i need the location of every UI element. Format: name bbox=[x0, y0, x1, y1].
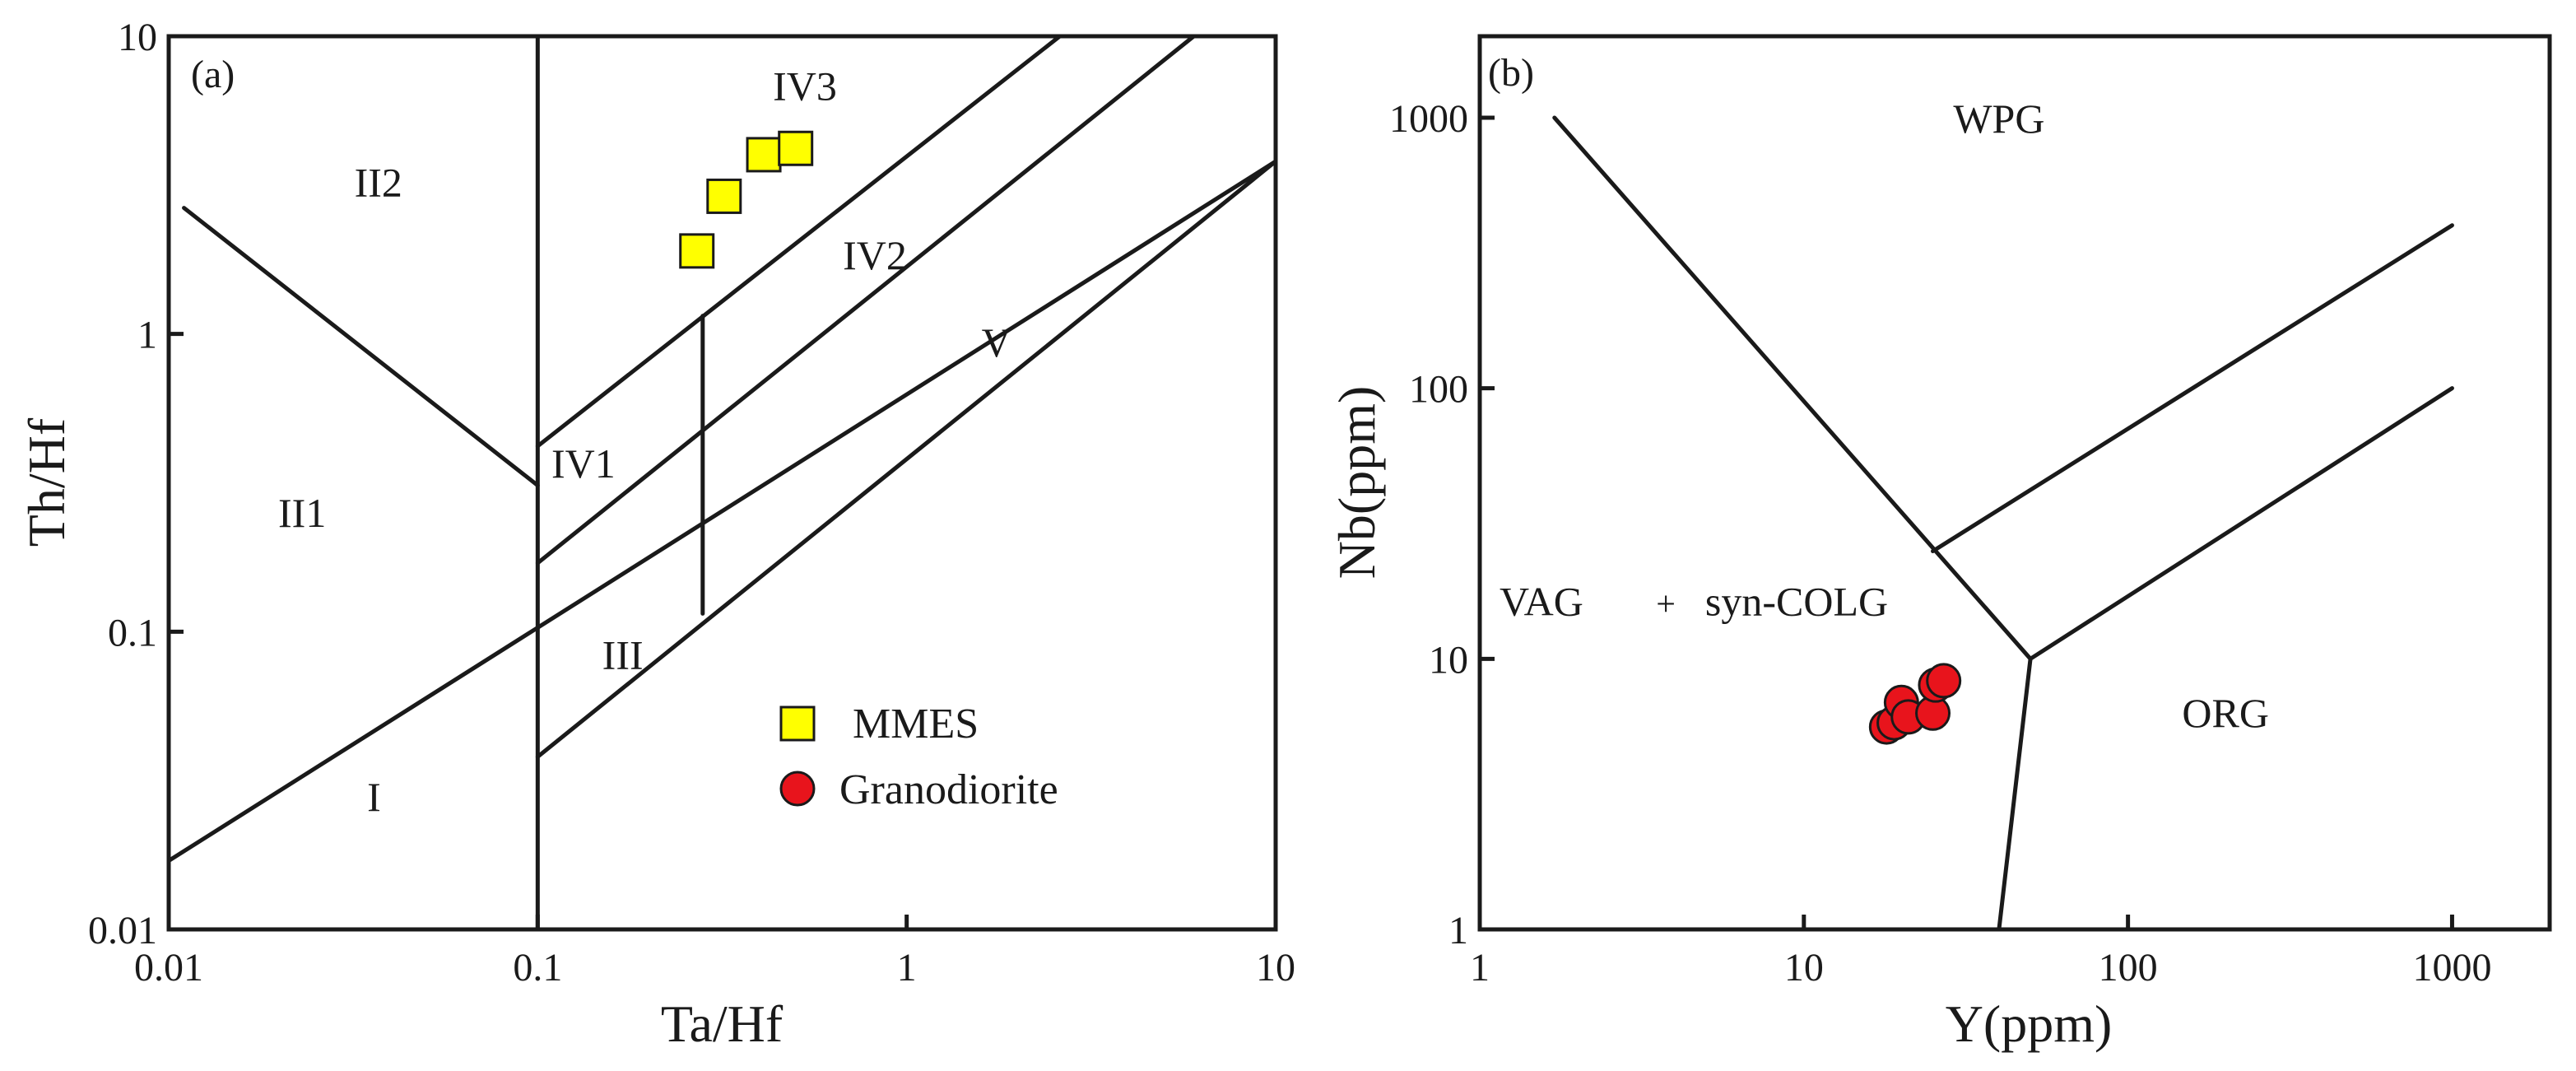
y-tick-label: 10 bbox=[1429, 638, 1468, 682]
legend-granodiorite-label: Granodiorite bbox=[839, 766, 1058, 813]
panel-a-frame bbox=[166, 34, 1278, 932]
field-label: ORG bbox=[2182, 690, 2269, 736]
field-label: IV3 bbox=[773, 63, 837, 109]
panel-b-points bbox=[1868, 663, 1962, 745]
legend-mmes-label: MMES bbox=[853, 701, 979, 747]
boundary-line bbox=[166, 159, 1278, 864]
granodiorite-point bbox=[1926, 663, 1962, 699]
x-tick-label: 10 bbox=[1784, 946, 1824, 990]
panel-a-boundaries bbox=[166, 34, 1278, 932]
field-label: I bbox=[367, 774, 381, 820]
field-label: WPG bbox=[1953, 95, 2044, 142]
x-tick-label: 0.01 bbox=[134, 946, 203, 990]
boundary-line bbox=[1997, 656, 2033, 932]
field-label: II1 bbox=[278, 490, 326, 536]
legend-granodiorite-marker bbox=[779, 771, 816, 807]
field-label: IV1 bbox=[551, 440, 616, 487]
panel-b-boundaries bbox=[1552, 115, 2454, 932]
panel-a-tag: (a) bbox=[191, 53, 235, 96]
y-tick-label: 0.01 bbox=[88, 909, 157, 952]
panel-a-ticks: 0.01 0.1 1 10 0.01 0.1 1 10 bbox=[88, 16, 1295, 990]
mmes-point bbox=[778, 130, 814, 166]
panel-a-ylabel: Th/Hf bbox=[17, 417, 76, 547]
legend: MMES Granodiorite bbox=[779, 701, 1058, 813]
boundary-line bbox=[1552, 115, 2033, 661]
panel-b-tag: (b) bbox=[1488, 51, 1534, 95]
panel-a-points bbox=[679, 130, 814, 269]
field-label: IV2 bbox=[843, 232, 907, 278]
panel-b-xlabel: Y(ppm) bbox=[1946, 994, 2113, 1053]
panel-b-ticks: 1 10 100 1000 1 10 100 1000 bbox=[1389, 97, 2491, 990]
field-label: VAG bbox=[1500, 578, 1583, 624]
field-label: III bbox=[602, 632, 644, 678]
y-tick-label: 100 bbox=[1409, 368, 1468, 412]
y-tick-label: 10 bbox=[118, 16, 157, 59]
panel-b-fields: WPG ORG VAG + syn-COLG bbox=[1500, 95, 2269, 736]
x-tick-label: 10 bbox=[1256, 946, 1295, 990]
legend-mmes-marker bbox=[779, 705, 816, 742]
mmes-point bbox=[706, 178, 742, 214]
field-label: II2 bbox=[355, 159, 402, 205]
panel-b-ylabel: Nb(ppm) bbox=[1328, 386, 1386, 580]
boundary-line bbox=[535, 159, 1278, 759]
boundary-line bbox=[2028, 386, 2454, 661]
y-tick-label: 1 bbox=[137, 314, 157, 357]
x-tick-label: 1 bbox=[897, 946, 917, 990]
boundary-line bbox=[535, 34, 1197, 566]
boundary-line bbox=[535, 34, 1062, 449]
field-label: syn-COLG bbox=[1705, 578, 1888, 624]
boundary-line bbox=[182, 206, 540, 488]
mmes-point bbox=[679, 233, 715, 269]
y-tick-label: 0.1 bbox=[108, 611, 157, 654]
panel-a-xlabel: Ta/Hf bbox=[661, 994, 783, 1053]
field-label: + bbox=[1656, 585, 1676, 623]
panel-b-frame bbox=[1477, 34, 2552, 932]
mmes-point bbox=[746, 137, 782, 173]
x-tick-label: 100 bbox=[2099, 946, 2158, 990]
x-tick-label: 1000 bbox=[2412, 946, 2491, 990]
boundary-line bbox=[1931, 223, 2454, 554]
x-tick-label: 1 bbox=[1470, 946, 1490, 990]
y-tick-label: 1000 bbox=[1389, 97, 1468, 141]
y-tick-label: 1 bbox=[1448, 909, 1468, 952]
x-tick-label: 0.1 bbox=[513, 946, 562, 990]
